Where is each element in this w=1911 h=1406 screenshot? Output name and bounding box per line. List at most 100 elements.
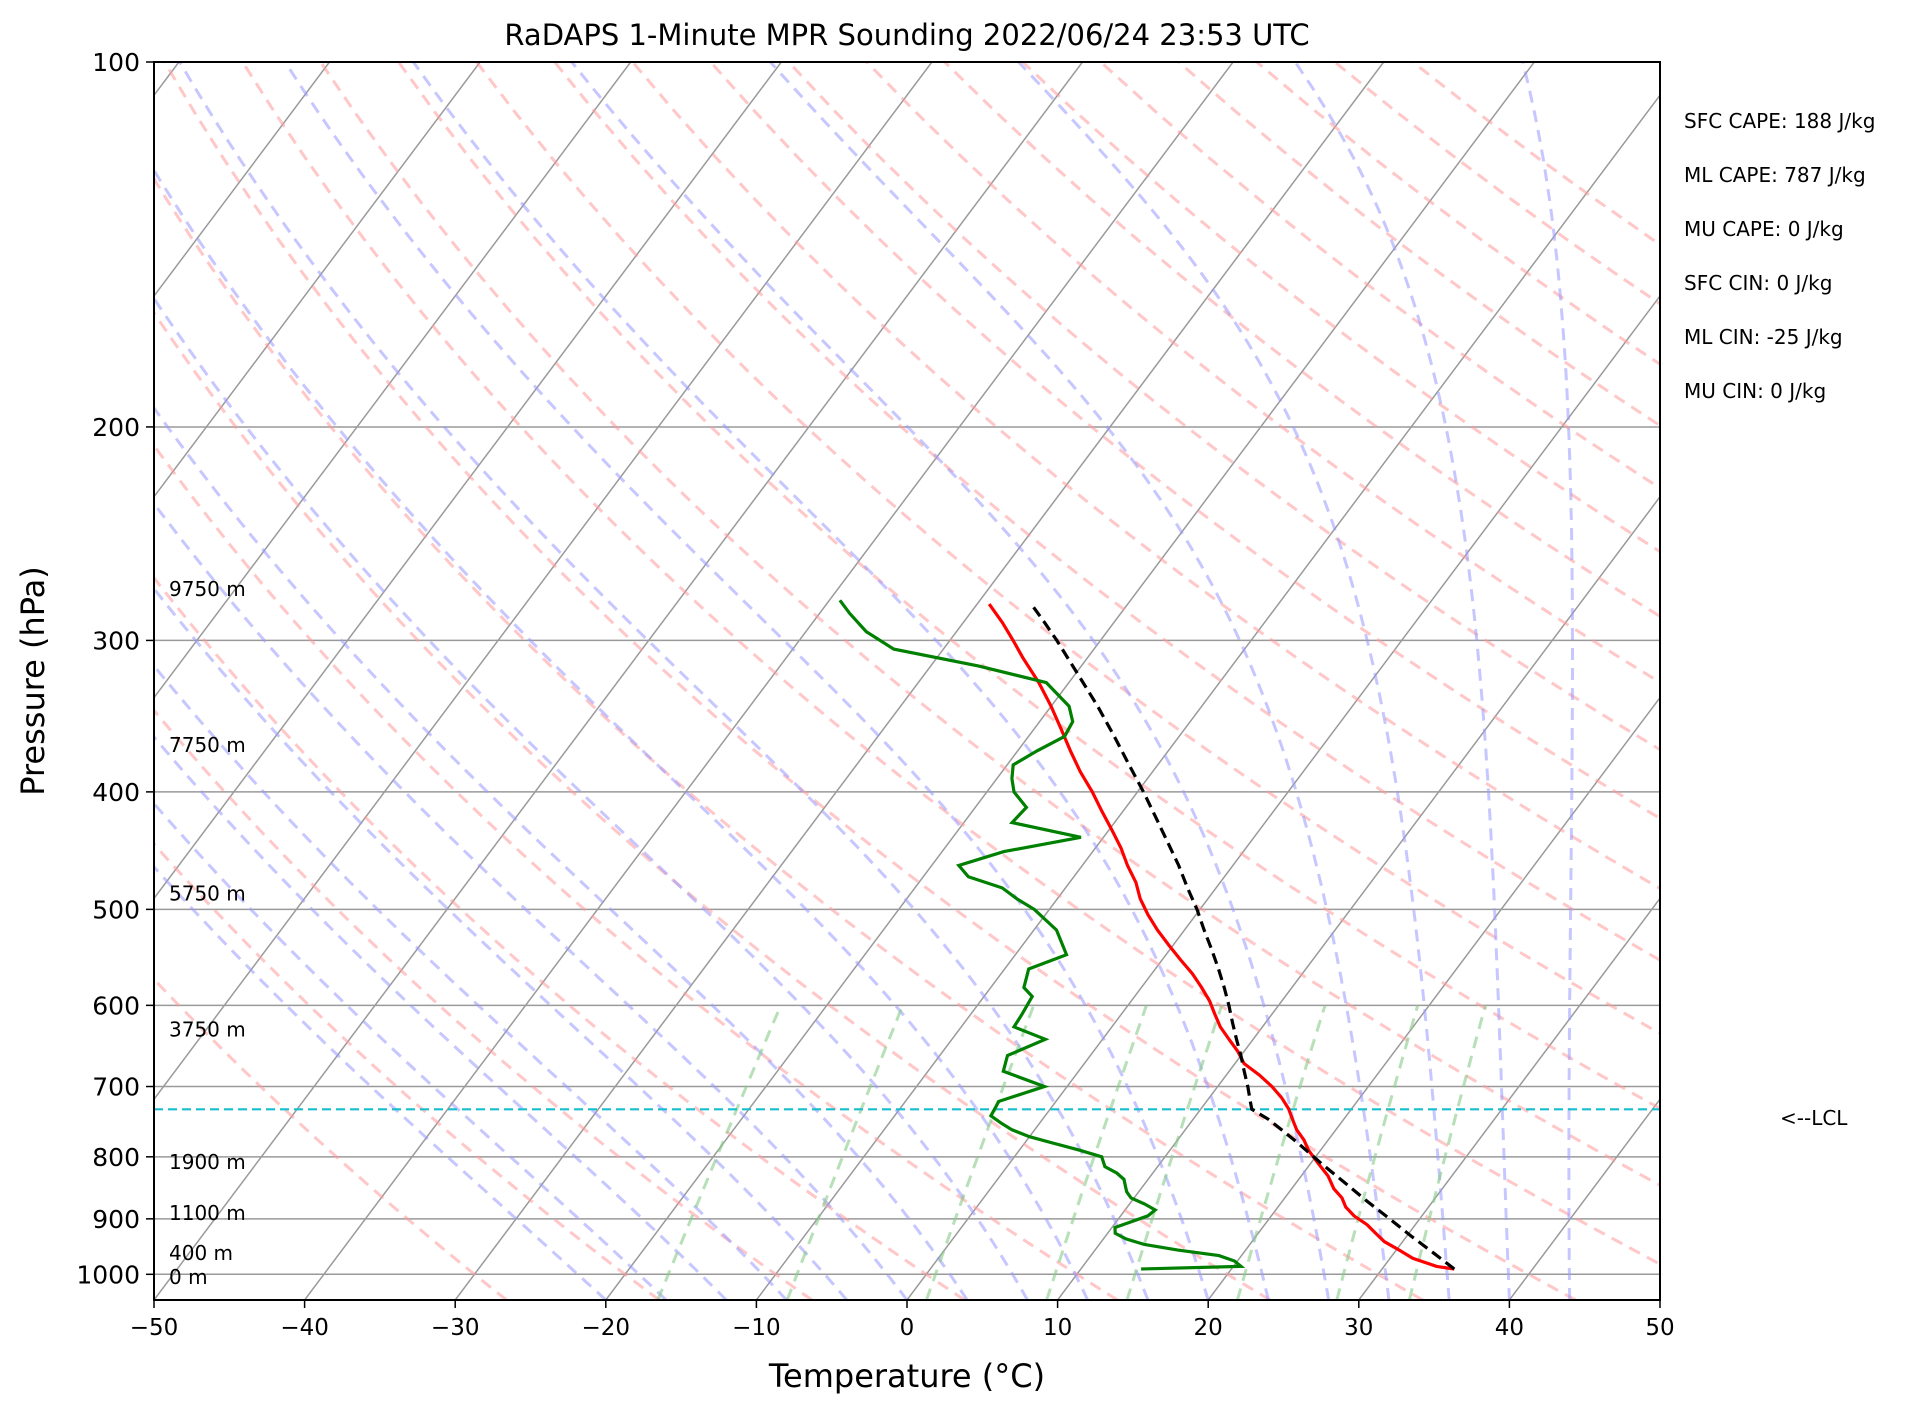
dry-adiabat — [154, 442, 1119, 1300]
mixing-ratio-line — [785, 1004, 905, 1300]
lcl-label: <--LCL — [1780, 1106, 1848, 1130]
y-tick-label: 500 — [92, 895, 140, 924]
moist-adiabat — [154, 167, 1090, 1300]
temperature-profile — [987, 603, 1455, 1271]
x-axis-label: Temperature (°C) — [768, 1357, 1045, 1395]
axes: −50 −40 −30 −20 −10 0 10 20 30 40 50 100 200 300 400 50… — [76, 48, 1674, 1341]
index-text: MU CAPE: 0 J/kg — [1684, 217, 1844, 241]
height-label: 7750 m — [169, 733, 246, 757]
moist-adiabat — [154, 864, 607, 1300]
isotherm-line — [154, 62, 933, 1101]
isotherm-line — [304, 62, 1234, 1300]
y-tick-label: 700 — [92, 1073, 140, 1102]
isotherm-line — [1207, 696, 1660, 1300]
isotherm-line — [154, 62, 331, 298]
dry-adiabat — [154, 977, 508, 1300]
isotherm-line — [906, 294, 1660, 1300]
moist-adiabat — [154, 801, 668, 1300]
moist-adiabat — [154, 501, 909, 1300]
isotherm-line — [605, 62, 1535, 1300]
height-label: 5750 m — [169, 881, 246, 905]
dry-adiabat — [709, 62, 1660, 821]
x-tick-label: −10 — [732, 1315, 781, 1341]
x-tick-label: 20 — [1194, 1315, 1223, 1341]
x-tick-label: 30 — [1344, 1315, 1373, 1341]
y-tick-label: 300 — [92, 626, 140, 655]
y-tick-label: 100 — [92, 48, 140, 77]
moist-adiabat — [154, 295, 1029, 1300]
mixing-ratio-line — [1045, 1004, 1148, 1300]
moist-adiabat — [154, 734, 728, 1300]
y-tick-label: 900 — [92, 1205, 140, 1234]
moist-adiabat — [1293, 62, 1511, 1300]
isotherm-line — [1358, 897, 1660, 1300]
y-tick-label: 200 — [92, 413, 140, 442]
mixing-ratio-line — [1335, 1004, 1420, 1300]
dry-adiabat — [787, 62, 1660, 752]
plot-area — [154, 62, 1660, 1300]
x-tick-label: −20 — [582, 1315, 631, 1341]
x-tick-label: 0 — [900, 1315, 915, 1341]
moist-adiabat — [412, 62, 1270, 1300]
isotherm-line — [154, 62, 632, 699]
height-label: 3750 m — [169, 1017, 246, 1041]
x-tick-label: 50 — [1645, 1315, 1674, 1341]
height-label: 400 m — [169, 1241, 233, 1265]
moist-adiabat — [1017, 62, 1451, 1300]
height-label: 0 m — [169, 1265, 208, 1289]
moist-adiabat — [154, 405, 969, 1300]
chart-title: RaDAPS 1-Minute MPR Sounding 2022/06/24 … — [504, 18, 1309, 52]
dry-adiabat — [154, 708, 813, 1300]
dry-adiabat — [943, 62, 1660, 619]
isotherm-line — [154, 62, 1084, 1300]
x-tick-label: −50 — [130, 1315, 179, 1341]
y-axis-label: Pressure (hPa) — [14, 566, 52, 796]
stability-indices: SFC CAPE: 188 J/kg ML CAPE: 787 J/kg MU CA… — [1684, 109, 1875, 403]
dry-adiabat — [154, 575, 966, 1300]
height-label: 1100 m — [169, 1201, 246, 1225]
dry-adiabat — [154, 176, 1424, 1300]
isotherm-line — [454, 62, 1385, 1300]
dry-adiabat — [631, 62, 1660, 891]
x-tick-label: −30 — [431, 1315, 480, 1341]
y-tick-label: 1000 — [76, 1260, 140, 1289]
moist-adiabat — [570, 62, 1331, 1300]
height-labels: 9750 m 7750 m 5750 m 3750 m 1900 m 1100 m 400 … — [169, 577, 246, 1289]
dry-adiabat — [154, 841, 661, 1300]
dry-adiabat — [154, 310, 1271, 1300]
background-lines — [154, 62, 1660, 1300]
index-text: SFC CAPE: 188 J/kg — [1684, 109, 1875, 133]
moist-adiabat — [769, 62, 1391, 1300]
moist-adiabat — [1521, 62, 1574, 1300]
height-label: 1900 m — [169, 1150, 246, 1174]
height-label: 9750 m — [169, 577, 246, 601]
mixing-ratio-line — [1125, 1004, 1224, 1300]
mixing-ratio-line — [1235, 1004, 1327, 1300]
dry-adiabat — [1021, 62, 1660, 554]
x-tick-label: 10 — [1043, 1315, 1072, 1341]
y-tick-label: 600 — [92, 991, 140, 1020]
moist-adiabat — [154, 586, 848, 1300]
index-text: ML CAPE: 787 J/kg — [1684, 163, 1866, 187]
dry-adiabat — [319, 62, 1660, 1187]
isotherm-line — [154, 62, 782, 900]
y-tick-label: 800 — [92, 1143, 140, 1172]
moist-adiabat — [283, 62, 1210, 1300]
index-text: ML CIN: -25 J/kg — [1684, 325, 1843, 349]
dry-adiabat — [397, 62, 1660, 1111]
dry-adiabat — [865, 62, 1660, 685]
series-layer — [838, 599, 1456, 1271]
y-tick-label: 400 — [92, 778, 140, 807]
x-tick-label: −40 — [280, 1315, 329, 1341]
x-tick-label: 40 — [1495, 1315, 1524, 1341]
moist-adiabat — [178, 62, 1150, 1300]
isotherm-line — [154, 62, 481, 499]
parcel-profile — [1030, 603, 1456, 1271]
dewpoint-profile — [838, 599, 1246, 1271]
dry-adiabat — [475, 62, 1660, 1036]
isotherm-line — [1056, 495, 1660, 1300]
mixing-ratio-line — [925, 1004, 1036, 1300]
dry-adiabat — [241, 62, 1660, 1266]
index-text: SFC CIN: 0 J/kg — [1684, 271, 1832, 295]
